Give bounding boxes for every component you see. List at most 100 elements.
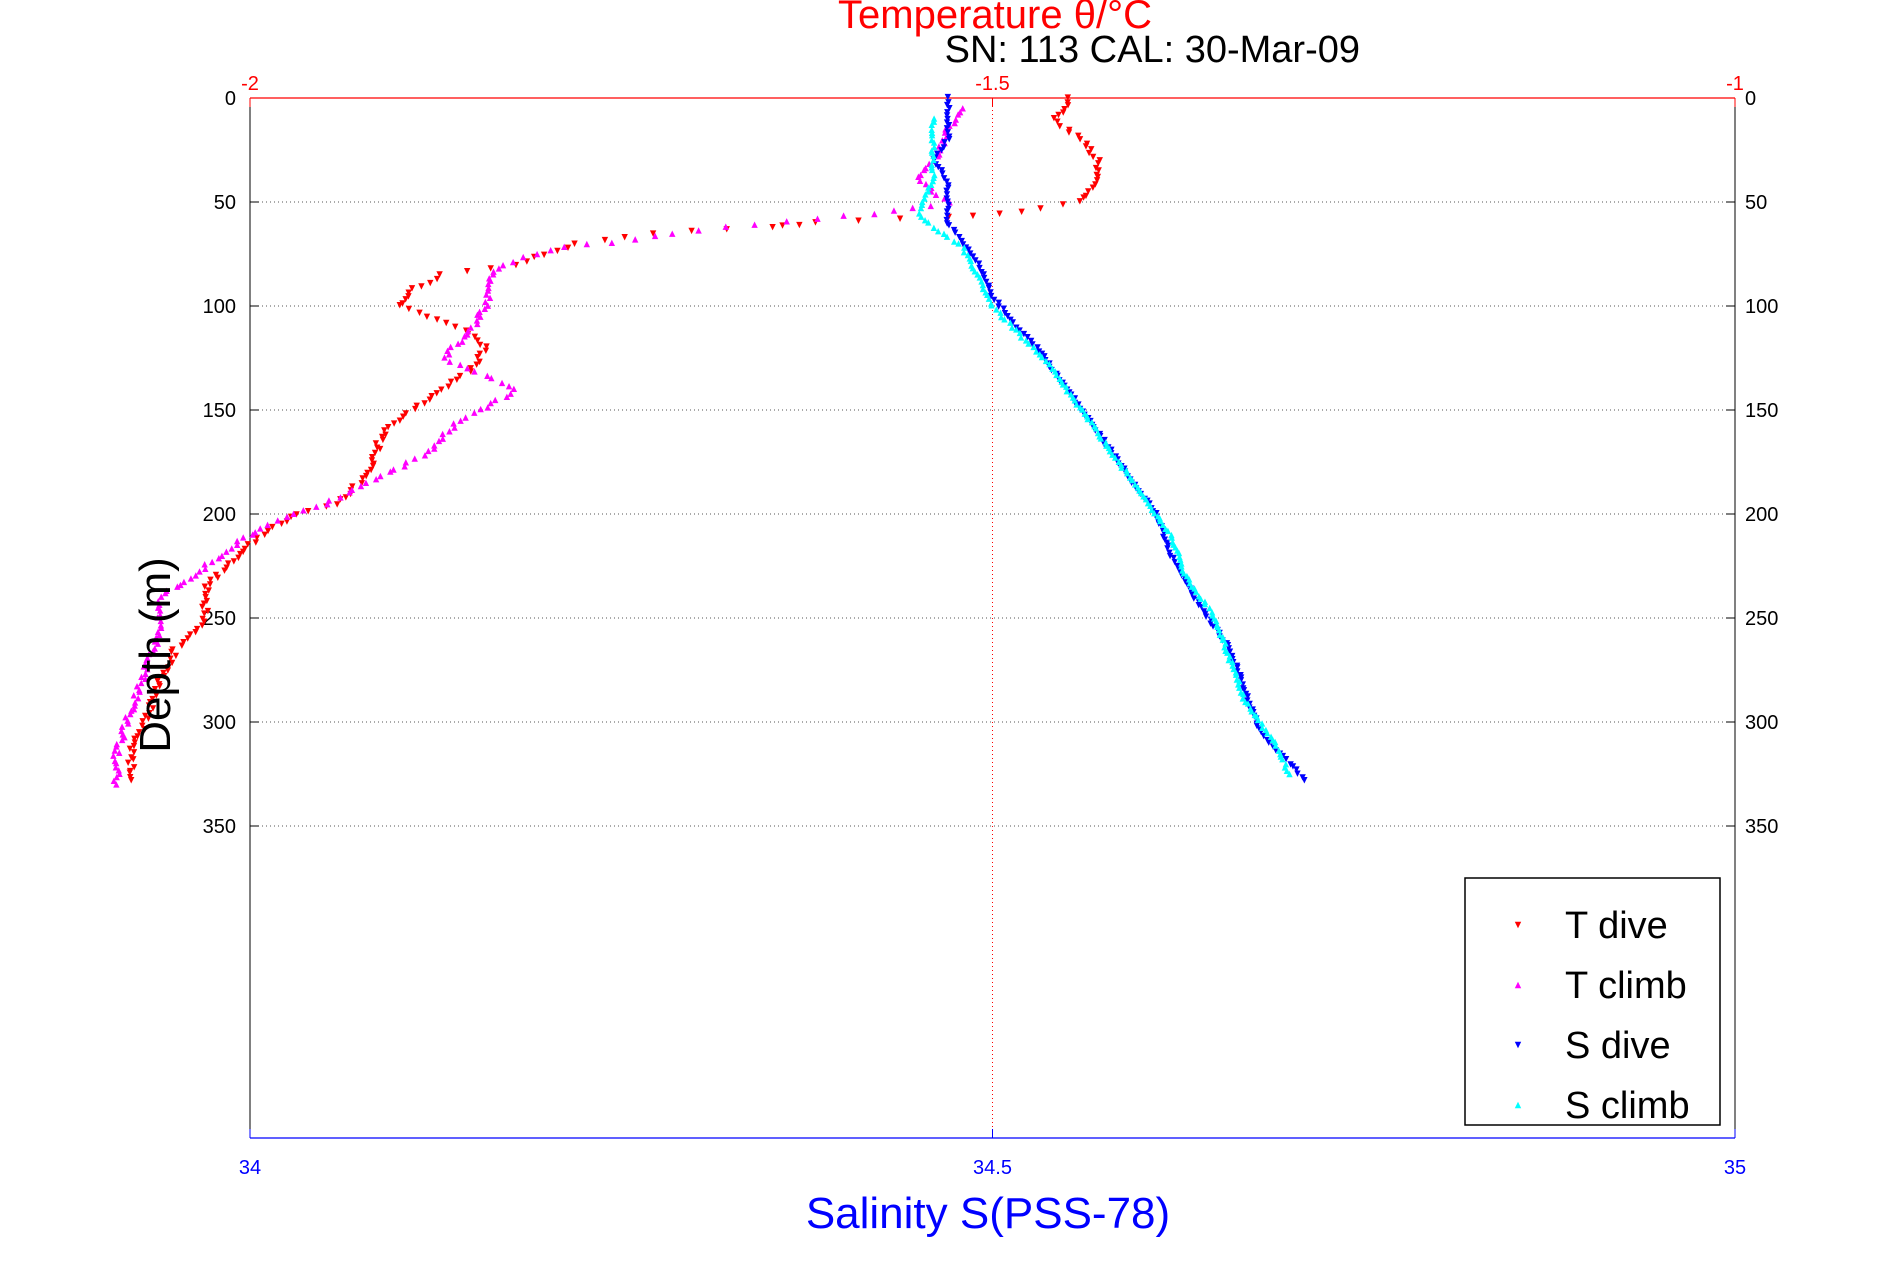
t-climb-point (447, 343, 454, 351)
t-dive-point (396, 417, 404, 424)
s-dive-point (1020, 330, 1028, 338)
t-dive-point (1064, 94, 1072, 101)
t-dive-point (1060, 109, 1067, 116)
t-dive-point (205, 587, 212, 594)
t-dive-point (1061, 105, 1068, 113)
t-dive-point (1075, 132, 1082, 140)
t-dive-point (200, 600, 208, 607)
t-climb-point (916, 177, 924, 184)
t-dive-point (146, 698, 154, 706)
s-climb-point (1128, 476, 1136, 484)
s-dive-point (1024, 333, 1031, 341)
t-climb-point (218, 552, 226, 559)
y-tick-label-right: 50 (1745, 192, 1767, 214)
t-climb-point (425, 447, 432, 455)
s-climb-point (1229, 658, 1236, 666)
t-climb-point (283, 513, 291, 520)
t-dive-point (149, 705, 157, 712)
t-dive-point (1055, 111, 1062, 119)
s-climb-point (1131, 481, 1139, 488)
s-climb-point (955, 240, 962, 247)
t-climb-point (196, 568, 203, 575)
t-dive-point (367, 466, 375, 474)
s-dive-point (1041, 353, 1048, 360)
x-tick-label-salinity: 35 (1724, 1157, 1746, 1179)
s-dive-point (939, 170, 946, 177)
t-climb-point (485, 280, 492, 288)
s-climb-point (1180, 570, 1187, 577)
s-dive-point (935, 163, 942, 171)
t-dive-point (283, 518, 291, 525)
t-climb-point (372, 475, 380, 483)
s-dive-point (941, 139, 948, 146)
t-climb-point (431, 445, 438, 452)
s-climb-point (1225, 656, 1232, 664)
t-dive-point (1064, 102, 1072, 109)
t-climb-point (377, 472, 384, 480)
s-dive-point (1164, 545, 1171, 552)
s-climb-point (1097, 435, 1105, 442)
s-climb-point (1208, 609, 1216, 616)
s-dive-point (1000, 305, 1007, 312)
t-dive-point (413, 402, 420, 410)
t-dive-point (427, 279, 434, 287)
t-dive-point (416, 309, 423, 317)
x-tick-label-salinity: 34.5 (973, 1157, 1012, 1179)
s-climb-point (1258, 720, 1266, 727)
s-climb-point (1215, 626, 1223, 634)
t-dive-point (476, 341, 484, 349)
s-climb-point (940, 230, 948, 237)
t-dive-point (261, 531, 268, 538)
t-climb-point (202, 565, 209, 573)
t-climb-point (201, 561, 208, 568)
s-climb-point (1168, 534, 1175, 541)
t-dive-point (239, 548, 247, 556)
t-climb-point (441, 354, 448, 361)
s-climb-point (917, 204, 925, 212)
s-climb-point (928, 126, 935, 133)
t-dive-point (688, 227, 695, 235)
s-dive-point (969, 253, 977, 260)
t-dive-point (471, 333, 479, 341)
t-dive-point (1095, 160, 1102, 167)
s-dive-point (1166, 549, 1173, 557)
t-dive-point (342, 494, 350, 501)
legend-label: T climb (1565, 965, 1687, 1007)
y-tick-label-left: 100 (203, 296, 236, 318)
t-dive-point (1094, 173, 1102, 181)
x-tick-label-temperature: -1 (1726, 73, 1744, 95)
t-climb-point (180, 578, 188, 586)
s-climb-point (928, 181, 935, 189)
s-climb-point (1111, 454, 1119, 461)
s-climb-point (993, 306, 1000, 313)
grid-layer (250, 98, 1735, 1138)
s-dive-point (940, 175, 948, 182)
s-dive-point (943, 125, 951, 132)
s-dive-point (1244, 693, 1251, 700)
t-climb-point (959, 105, 966, 112)
t-dive-point (369, 462, 377, 470)
t-climb-point (131, 699, 139, 706)
s-climb-point (961, 244, 968, 251)
t-climb-point (116, 770, 123, 777)
t-climb-point (495, 265, 503, 272)
s-climb-point (930, 152, 937, 160)
t-climb-point (499, 261, 507, 269)
s-dive-point (951, 229, 959, 236)
t-climb-point (274, 517, 281, 524)
t-dive-point (130, 764, 138, 771)
s-climb-point (943, 233, 951, 240)
t-dive-point (269, 523, 276, 531)
t-dive-point (402, 296, 409, 303)
s-climb-point (1001, 316, 1008, 323)
t-dive-point (405, 305, 413, 313)
s-dive-point (946, 104, 953, 112)
s-dive-point (938, 167, 946, 174)
s-dive-point (995, 299, 1003, 306)
t-climb-point (920, 166, 928, 174)
t-climb-point (233, 541, 241, 548)
s-dive-point (1190, 595, 1198, 602)
t-dive-point (426, 396, 433, 403)
t-climb-point (240, 534, 247, 541)
t-dive-point (379, 436, 387, 444)
